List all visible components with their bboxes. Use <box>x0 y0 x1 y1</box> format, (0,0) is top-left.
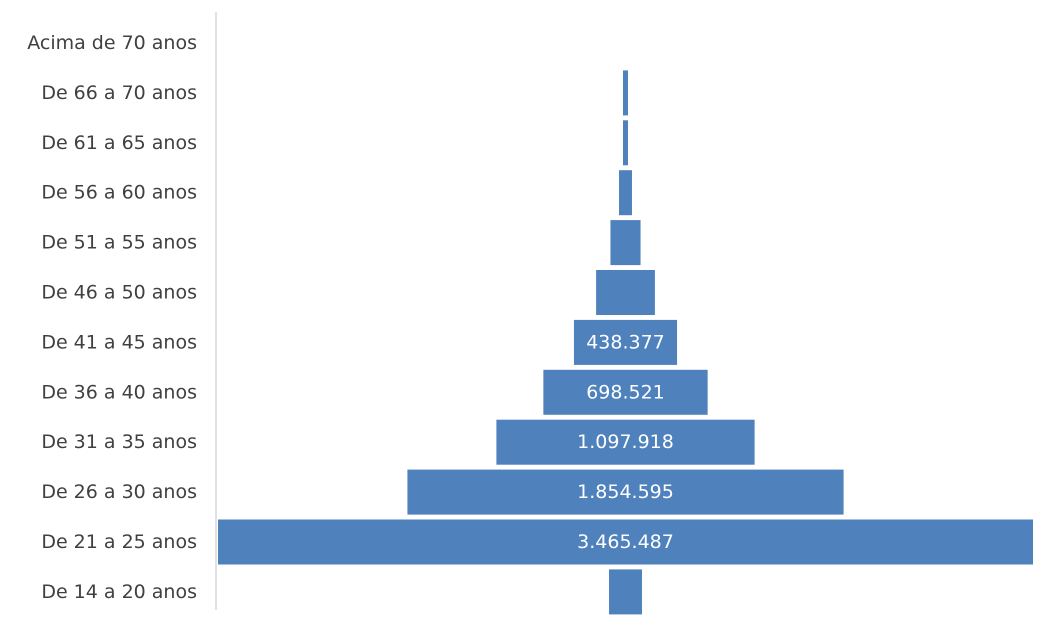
category-label: De 21 a 25 anos <box>41 531 197 553</box>
category-label: De 14 a 20 anos <box>41 581 197 603</box>
bar <box>623 120 628 166</box>
data-label: 1.854.595 <box>577 481 674 503</box>
bar <box>218 519 1033 565</box>
data-labels: 438.377 698.521 1.097.918 1.854.595 3.465.48… <box>577 331 674 553</box>
bar <box>610 220 641 266</box>
bars <box>218 70 1033 615</box>
data-label: 3.465.487 <box>577 531 674 553</box>
category-label: De 61 a 65 anos <box>41 132 197 154</box>
bar <box>573 319 678 365</box>
bar <box>623 70 628 116</box>
category-label: De 41 a 45 anos <box>41 331 197 353</box>
category-label: De 66 a 70 anos <box>41 82 197 104</box>
bar <box>407 469 844 515</box>
category-label: De 31 a 35 anos <box>41 431 197 453</box>
category-label: De 26 a 30 anos <box>41 481 197 503</box>
data-label: 1.097.918 <box>577 431 674 453</box>
category-label: De 46 a 50 anos <box>41 282 197 304</box>
category-label: De 56 a 60 anos <box>41 182 197 204</box>
bar <box>543 369 708 415</box>
category-label: De 36 a 40 anos <box>41 381 197 403</box>
bar <box>596 270 655 315</box>
data-label: 698.521 <box>586 381 665 403</box>
data-label: 438.377 <box>586 331 665 353</box>
category-labels: Acima de 70 anos De 66 a 70 anos De 61 a 6… <box>27 32 197 603</box>
bar <box>496 419 755 465</box>
bar <box>619 170 632 216</box>
category-label: Acima de 70 anos <box>27 32 197 54</box>
category-label: De 51 a 55 anos <box>41 232 197 254</box>
bar <box>609 569 642 615</box>
